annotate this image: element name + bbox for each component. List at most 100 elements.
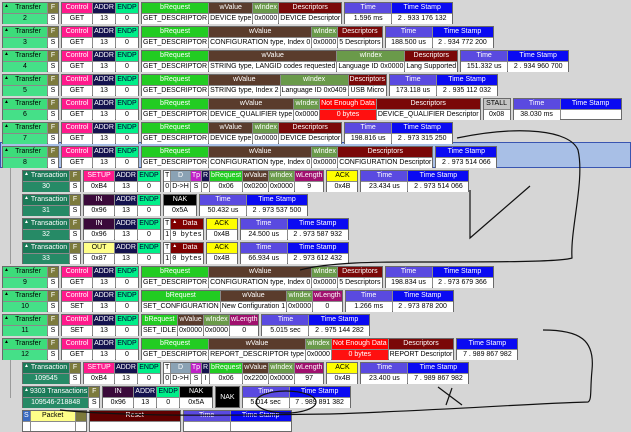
transfer-field[interactable]: Transfer 9 ▲ [3,267,48,288]
field-value: 188.500 us [385,38,432,48]
field-value: 0x0000 [204,326,230,336]
field-value: 0 [116,38,138,48]
transfer-row[interactable]: Transfer 7 ▲ F S Control GET ADDR 13 ENDP 0 bReques… [2,122,455,144]
transaction-row[interactable]: 9303 Transactions 109546-218848 ▲ F S IN 0x96 A… [22,386,353,408]
field-header: T [164,171,171,182]
field-value: 0 [116,14,138,24]
field-value: 0 [138,206,160,216]
field-header: OUT [84,243,114,254]
expand-toggle-icon[interactable]: ▲ [24,195,29,201]
transfer-field[interactable]: Transfer 4 ▲ [3,51,48,72]
transaction-row[interactable]: Transaction 30 ▲ F S SETUP 0xB4 ADDR 13 ENDP 0 T 0 D D… [22,170,471,192]
field-header: Control [62,99,92,110]
transfer-field[interactable]: Transfer 6 ▲ [3,99,48,120]
transfer-row[interactable]: Transfer 6 ▲ F S Control GET ADDR 13 ENDP 0 bReques… [2,98,624,120]
transaction-row[interactable]: Transaction 33 ▲ F S OUT 0x87 ADDR 13 ENDP 0 T 1 Data… [22,242,351,264]
field-value: 13 [93,14,115,24]
transfer-field[interactable]: Transfer 2 ▲ [3,3,48,24]
field-header: ACK [327,363,358,374]
breq-field: bRequest GET_DESCRIPTOR [142,75,210,96]
transfer-row[interactable]: Transfer 5 ▲ F S Control GET ADDR 13 ENDP 0 bReques… [2,74,500,96]
field-value: 3 [3,38,47,48]
field-header: Transfer [3,99,47,110]
expand-toggle-icon[interactable]: ▲ [24,171,29,177]
sbox-field: S [23,411,31,431]
field-group: Time 38.030 ms Time Stamp [512,98,622,120]
field-value: 1 [164,230,171,240]
addr-field: ADDR 13 [115,219,138,240]
transaction-field[interactable]: Transaction 109545 ▲ [23,363,70,384]
field-value: DEVICE Descriptor [279,134,342,144]
expand-toggle-icon[interactable]: ▲ [4,147,9,153]
transaction-field[interactable]: 9303 Transactions 109546-218848 ▲ [23,387,90,408]
transfer-field[interactable]: Transfer 3 ▲ [3,27,48,48]
transfer-row[interactable]: Transfer 3 ▲ F S Control GET ADDR 13 ENDP 0 bReques… [2,26,496,48]
transaction-field[interactable]: Transaction 32 ▲ [23,219,70,240]
transaction-field[interactable]: Transaction 33 ▲ [23,243,70,264]
expand-toggle-icon[interactable]: ▲ [4,27,9,33]
expand-toggle-icon[interactable]: ▲ [24,243,29,249]
field-header: 9303 Transactions [23,387,89,398]
transaction-row[interactable]: Transaction 109545 ▲ F S SETUP 0xB4 ADDR 13 ENDP 0… [22,362,471,384]
transfer-field[interactable]: Transfer 10 ▲ [3,291,48,312]
expand-toggle-icon[interactable]: ▲ [24,363,29,369]
transfer-field[interactable]: Transfer 11 ▲ [3,315,48,336]
field-header: F [48,99,58,110]
field-value: 7 [3,134,47,144]
field-value: 0x0000 [287,302,313,312]
control-field: Control GET [62,75,93,96]
transfer-field[interactable]: Transfer 7 ▲ [3,123,48,144]
field-value: DEVICE Descriptor [279,14,342,24]
expand-toggle-icon[interactable]: ▲ [24,387,29,393]
expand-toggle-icon[interactable]: ▲ [24,219,29,225]
expand-toggle-icon[interactable]: ▲ [4,51,9,57]
transfer-row[interactable]: Transfer 4 ▲ F S Control GET ADDR 13 ENDP 0 bReques… [2,50,571,72]
wlength-field: wLength 0 [313,291,342,312]
transfer-row[interactable]: Transfer 11 ▲ F S Control SET ADDR 13 ENDP 0 bReque… [2,314,372,336]
field-value: S [48,86,58,96]
expand-toggle-icon[interactable]: ▲ [4,3,9,9]
field-header: ADDR [134,387,157,398]
expand-toggle-icon[interactable]: ▲ [172,243,178,249]
transfer-field[interactable]: Transfer 8 ▲ [3,147,48,168]
control-field: Control GET [62,267,93,288]
transfer-row[interactable]: Transfer 2 ▲ F S Control GET ADDR 13 ENDP 0 bReques… [2,2,455,24]
transfer-field[interactable]: Transfer 12 ▲ [3,339,48,360]
transaction-row[interactable]: Transaction 32 ▲ F S IN 0x96 ADDR 13 ENDP 0 T 1 Data 9… [22,218,351,240]
expand-toggle-icon[interactable]: ▲ [4,267,9,273]
field-value: 1.596 ms [345,14,392,24]
field-header: Time [361,171,408,182]
transfer-row[interactable]: Transfer 10 ▲ F S Control SET ADDR 13 ENDP 0 bReque… [2,290,456,312]
wvalue-field: wValue CONFIGURATION type, Index 0 [209,147,313,168]
endp-field: ENDP 0 [116,51,138,72]
packet-row[interactable]: S Packet Reset Time Time Stamp [22,410,294,432]
transfer-row[interactable]: Transfer 12 ▲ F S Control GET ADDR 13 ENDP 0 bReque… [2,338,520,360]
field-group: Time 5.015 sec Time Stamp 2 . 975 144 282 [261,314,371,336]
field-header: bRequest [142,267,209,278]
expand-toggle-icon[interactable]: ▲ [172,219,178,225]
field-group: Time Stamp 7 . 989 867 982 [456,338,519,360]
expand-toggle-icon[interactable]: ▲ [4,99,9,105]
field-header: F [48,339,58,350]
field-value: 151.332 us [461,62,508,72]
field-value: 7 . 989 867 982 [408,374,469,384]
field-header: Time [361,363,408,374]
field-group: bRequest GET_DESCRIPTOR wValue CONFIGURATIO… [141,266,383,288]
transfer-field[interactable]: Transfer 5 ▲ [3,75,48,96]
transfer-row[interactable]: Transfer 8 ▲ F S Control GET ADDR 13 ENDP 0 bReques… [2,146,499,168]
expand-toggle-icon[interactable]: ▲ [4,291,9,297]
expand-toggle-icon[interactable]: ▲ [4,123,9,129]
expand-toggle-icon[interactable]: ▲ [4,339,9,345]
transaction-field[interactable]: Transaction 31 ▲ [23,195,70,216]
transfer-row[interactable]: Transfer 9 ▲ F S Control GET ADDR 13 ENDP 0 bReques… [2,266,496,288]
transaction-field[interactable]: Transaction 30 ▲ [23,171,70,192]
expand-toggle-icon[interactable]: ▲ [4,315,9,321]
transaction-row[interactable]: Transaction 31 ▲ F S IN 0x96 ADDR 13 ENDP 0 NAK 0x5A… [22,194,310,216]
field-value: S [190,374,201,384]
field-value: 0x0000 [312,278,338,288]
field-group: STALL 0x08 [482,98,511,120]
field-group: Transaction 31 ▲ F S [22,194,81,216]
expand-toggle-icon[interactable]: ▲ [4,75,9,81]
breq-field: bRequest 0x06 [210,171,244,192]
